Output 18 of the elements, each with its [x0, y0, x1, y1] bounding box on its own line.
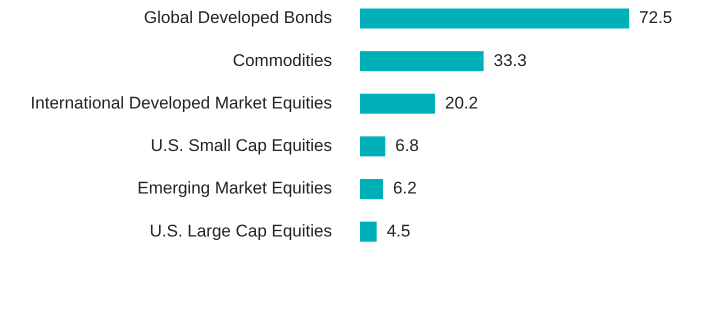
data-label: 4.5 — [386, 221, 410, 240]
bar — [360, 51, 484, 72]
data-label: 20.2 — [444, 93, 478, 112]
y-tick-label: U.S. Large Cap Equities — [150, 221, 332, 240]
y-tick-label: U.S. Small Cap Equities — [150, 136, 332, 156]
data-label: 6.8 — [395, 136, 419, 156]
bar — [360, 179, 384, 200]
bar — [360, 136, 386, 156]
y-tick-label: Emerging Market Equities — [137, 178, 332, 198]
data-label: 33.3 — [494, 50, 527, 70]
bar — [360, 94, 435, 114]
bar — [360, 222, 377, 242]
y-tick-label: International Developed Market Equities — [30, 93, 332, 112]
bar — [360, 8, 630, 29]
y-tick-label: Global Developed Bonds — [144, 8, 332, 28]
y-tick-label: Commodities — [232, 50, 332, 70]
data-label: 72.5 — [639, 8, 672, 28]
data-label: 6.2 — [393, 178, 417, 198]
